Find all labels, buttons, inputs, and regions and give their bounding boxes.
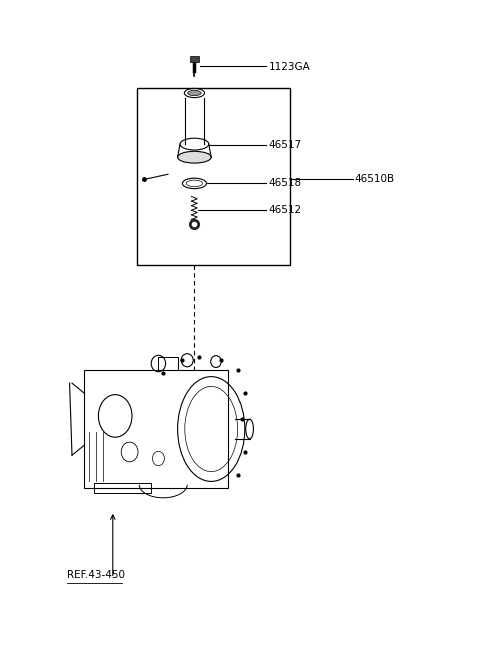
- Ellipse shape: [186, 180, 203, 187]
- Bar: [158, 357, 178, 370]
- Bar: [84, 370, 228, 488]
- Text: REF.43-450: REF.43-450: [67, 570, 125, 580]
- Bar: [190, 56, 199, 62]
- Ellipse shape: [178, 151, 211, 163]
- Bar: [94, 483, 151, 493]
- Text: 46510B: 46510B: [354, 174, 395, 185]
- Bar: [137, 88, 290, 265]
- Ellipse shape: [188, 90, 201, 96]
- Text: 46518: 46518: [269, 178, 302, 189]
- Text: 46517: 46517: [269, 140, 302, 151]
- Text: 46512: 46512: [269, 204, 302, 215]
- Text: 1123GA: 1123GA: [269, 62, 311, 73]
